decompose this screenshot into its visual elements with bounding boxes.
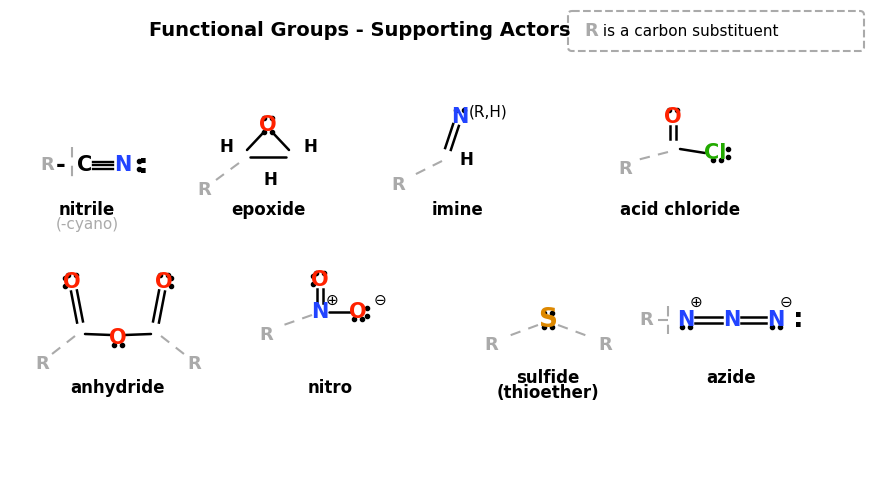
Text: (-cyano): (-cyano) bbox=[56, 218, 118, 233]
Text: ⊖: ⊖ bbox=[373, 293, 386, 308]
Text: N: N bbox=[114, 155, 131, 175]
Text: R: R bbox=[598, 336, 611, 354]
Text: O: O bbox=[348, 302, 367, 322]
Text: R: R bbox=[391, 176, 404, 194]
Text: R: R bbox=[40, 156, 54, 174]
Text: R: R bbox=[187, 355, 201, 373]
Text: R: R bbox=[583, 22, 597, 40]
Text: O: O bbox=[109, 328, 127, 348]
Text: :: : bbox=[137, 153, 148, 179]
FancyBboxPatch shape bbox=[567, 11, 863, 51]
Text: imine: imine bbox=[432, 201, 483, 219]
Text: O: O bbox=[259, 115, 276, 135]
Text: N: N bbox=[766, 310, 784, 330]
Text: (R,H): (R,H) bbox=[468, 105, 507, 120]
Text: epoxide: epoxide bbox=[230, 201, 305, 219]
Text: N: N bbox=[451, 107, 468, 127]
Text: O: O bbox=[663, 107, 681, 127]
Text: Functional Groups - Supporting Actors: Functional Groups - Supporting Actors bbox=[149, 20, 570, 40]
Text: is a carbon substituent: is a carbon substituent bbox=[597, 23, 778, 39]
Text: R: R bbox=[639, 311, 652, 329]
Text: N: N bbox=[311, 302, 328, 322]
Text: ⊕: ⊕ bbox=[325, 293, 338, 308]
Text: O: O bbox=[311, 270, 328, 290]
Text: ⊕: ⊕ bbox=[689, 295, 701, 310]
Text: S: S bbox=[538, 307, 557, 333]
Text: H: H bbox=[302, 138, 316, 156]
Text: -: - bbox=[56, 153, 66, 177]
Text: sulfide: sulfide bbox=[515, 369, 579, 387]
Text: H: H bbox=[459, 151, 473, 169]
Text: nitro: nitro bbox=[307, 379, 352, 397]
Text: O: O bbox=[155, 272, 173, 292]
Text: H: H bbox=[262, 171, 276, 189]
Text: O: O bbox=[63, 272, 81, 292]
Text: N: N bbox=[722, 310, 740, 330]
Text: nitrile: nitrile bbox=[59, 201, 115, 219]
Text: anhydride: anhydride bbox=[70, 379, 165, 397]
Text: H: H bbox=[219, 138, 233, 156]
Text: R: R bbox=[35, 355, 49, 373]
Text: azide: azide bbox=[706, 369, 755, 387]
Text: R: R bbox=[197, 181, 210, 199]
Text: N: N bbox=[677, 310, 693, 330]
Text: (thioether): (thioether) bbox=[496, 384, 599, 402]
Text: Cl: Cl bbox=[703, 143, 726, 163]
Text: ⊖: ⊖ bbox=[779, 295, 792, 310]
Text: R: R bbox=[617, 160, 631, 178]
Text: R: R bbox=[483, 336, 497, 354]
Text: :: : bbox=[792, 307, 802, 333]
Text: C: C bbox=[77, 155, 92, 175]
Text: R: R bbox=[259, 326, 273, 344]
Text: acid chloride: acid chloride bbox=[620, 201, 740, 219]
